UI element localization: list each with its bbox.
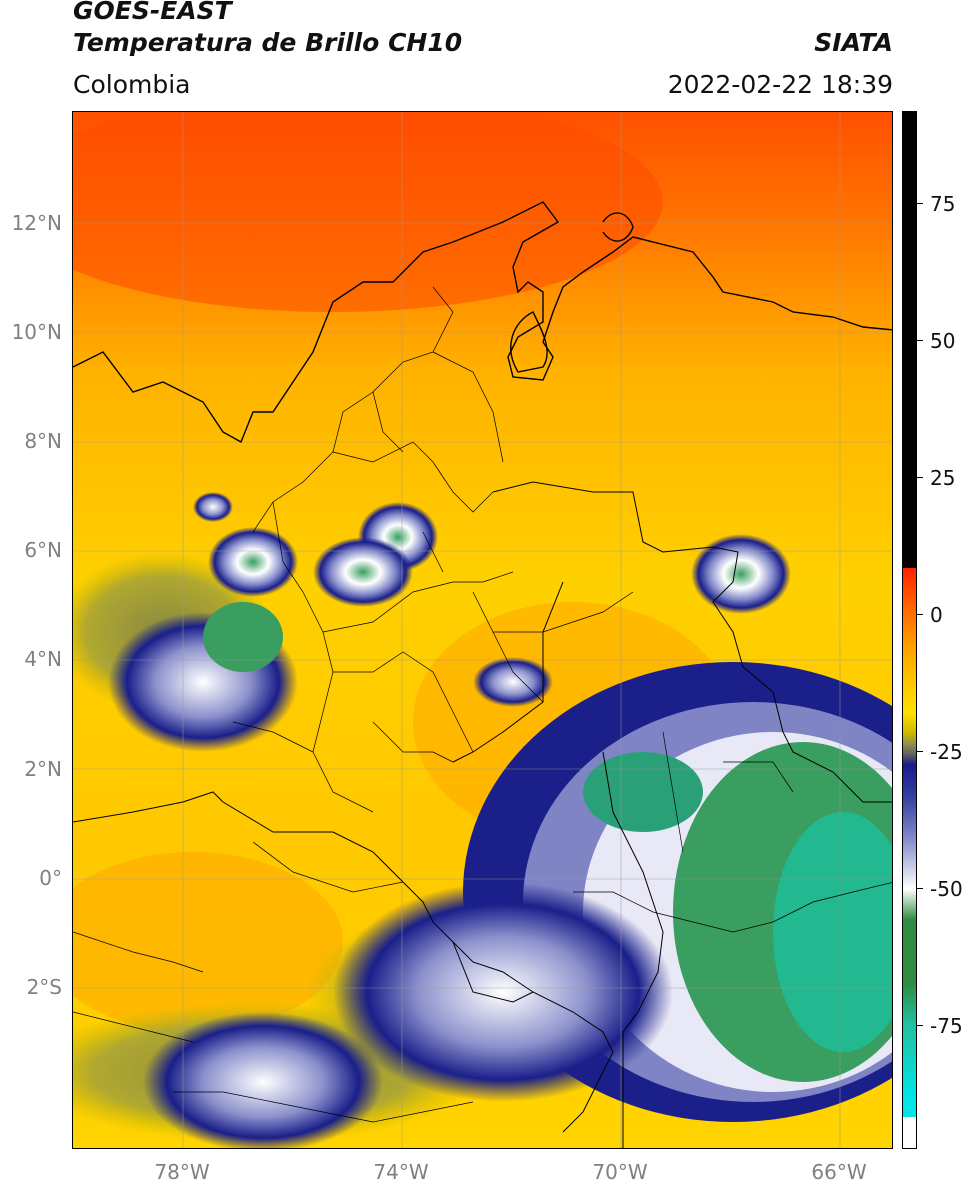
brightness-temperature-map[interactable]	[72, 111, 893, 1149]
colorbar-label-neg50: -50	[930, 877, 963, 901]
colorbar-label-neg25: -25	[930, 740, 963, 764]
lat-label-12n: 12°N	[11, 211, 62, 235]
satellite-title: GOES-EAST	[73, 0, 232, 25]
colorbar-tick-0	[917, 614, 923, 615]
lat-label-8n: 8°N	[24, 429, 62, 453]
lon-label-74w: 74°W	[373, 1160, 429, 1184]
colorbar-tick-25	[917, 477, 923, 478]
temperature-colorbar	[902, 111, 917, 1149]
lon-label-78w: 78°W	[154, 1160, 210, 1184]
lat-label-6n: 6°N	[24, 538, 62, 562]
lon-label-66w: 66°W	[811, 1160, 867, 1184]
lat-label-2n: 2°N	[24, 757, 62, 781]
colorbar-tick-75	[917, 203, 923, 204]
lat-label-0: 0°	[39, 866, 62, 890]
lat-label-2s: 2°S	[26, 975, 62, 999]
colorbar-label-50: 50	[930, 329, 956, 353]
colorbar-tick-neg75	[917, 1025, 923, 1026]
colorbar-tick-neg25	[917, 751, 923, 752]
lat-label-10n: 10°N	[11, 320, 62, 344]
datetime-label: 2022-02-22 18:39	[667, 70, 893, 99]
colorbar-label-neg75: -75	[930, 1014, 963, 1038]
product-title: Temperatura de Brillo CH10	[73, 28, 463, 57]
colorbar-label-0: 0	[930, 603, 943, 627]
lon-label-70w: 70°W	[592, 1160, 648, 1184]
colorbar-label-25: 25	[930, 466, 956, 490]
lat-label-4n: 4°N	[24, 647, 62, 671]
map-canvas	[73, 112, 892, 1148]
organization-label: SIATA	[814, 28, 893, 57]
colorbar-tick-neg50	[917, 888, 923, 889]
colorbar-tick-50	[917, 340, 923, 341]
colorbar-label-75: 75	[930, 192, 956, 216]
region-label: Colombia	[73, 70, 191, 99]
